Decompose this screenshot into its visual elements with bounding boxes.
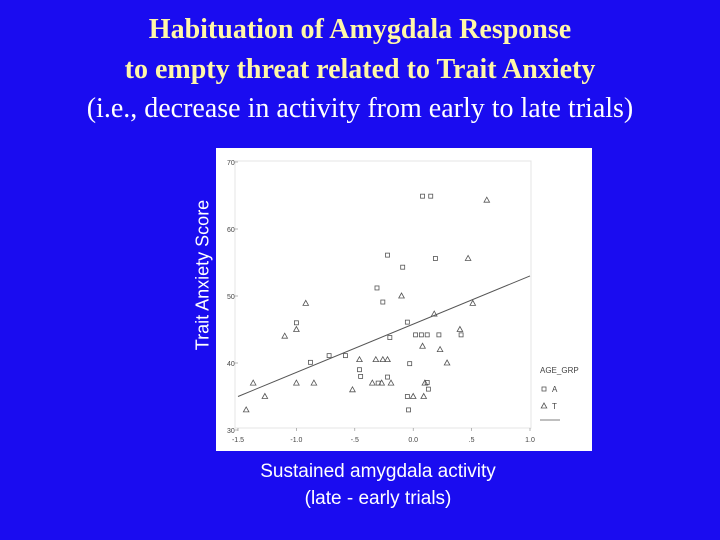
point-t — [249, 379, 257, 386]
point-t — [436, 345, 444, 353]
point-t — [379, 355, 387, 363]
point-t — [464, 254, 472, 261]
legend-title: AGE_GRP — [540, 366, 579, 375]
point-t — [292, 379, 300, 386]
point-a — [374, 285, 380, 291]
point-a — [418, 332, 424, 338]
point-t — [456, 325, 464, 332]
y-tick-label: 30 — [227, 428, 235, 435]
x-tick-label: -1.0 — [290, 437, 302, 444]
scatter-chart: 30 40 50 60 70 -1.5 -1.0 -.5 0.0 .5 1.0 AGE_GRP AT — [227, 160, 579, 444]
point-a — [406, 407, 411, 413]
point-t — [378, 379, 386, 386]
point-a — [428, 193, 434, 199]
point-t — [469, 299, 477, 306]
point-t — [372, 355, 380, 363]
y-axis-label: Trait Anxiety Score — [192, 199, 213, 351]
point-a — [385, 374, 390, 380]
point-t — [419, 342, 427, 349]
point-a — [407, 361, 413, 367]
point-t — [409, 392, 417, 399]
point-t — [430, 310, 438, 317]
fit-line — [237, 275, 531, 397]
point-a — [404, 319, 410, 325]
point-a — [432, 256, 438, 261]
point-a — [357, 367, 362, 373]
legend-entry: T — [552, 402, 557, 411]
point-a — [385, 252, 390, 258]
x-tick-label: .5 — [469, 437, 475, 444]
plot-area — [234, 160, 532, 429]
slide-subtitle: (i.e., decrease in activity from early t… — [86, 93, 634, 124]
point-a — [294, 320, 299, 326]
legend-entry: A — [552, 385, 558, 394]
x-tick-label: -.5 — [351, 437, 359, 444]
point-a — [420, 193, 425, 199]
y-tick-label: 40 — [227, 361, 235, 368]
point-a — [404, 394, 410, 399]
point-t — [421, 379, 429, 386]
point-t — [281, 332, 289, 339]
point-a — [400, 264, 406, 270]
legend-marker — [540, 402, 548, 409]
point-t — [368, 379, 376, 386]
point-t — [420, 392, 428, 399]
point-t — [443, 359, 451, 366]
point-t — [387, 379, 395, 386]
slide-title-line-1: Habituation of Amygdala Response — [148, 14, 572, 45]
y-tick-label: 50 — [227, 294, 235, 301]
x-tick-label: 1.0 — [525, 437, 535, 444]
point-a — [326, 353, 332, 359]
x-tick-label: 0.0 — [408, 437, 418, 444]
y-tick-label: 60 — [227, 227, 235, 234]
point-a — [424, 332, 430, 338]
plot-panel: 30 40 50 60 70 -1.5 -1.0 -.5 0.0 .5 1.0 AGE_GRP A T — [216, 148, 592, 451]
point-t — [292, 325, 300, 332]
x-axis-label-line-2: (late - early trials) — [304, 488, 452, 509]
legend-marker — [541, 386, 547, 392]
point-t — [398, 292, 406, 299]
y-tick-label: 70 — [227, 160, 235, 167]
point-a — [425, 386, 431, 392]
point-a — [458, 332, 464, 338]
point-t — [261, 392, 269, 399]
point-a — [387, 335, 393, 340]
point-t — [242, 406, 250, 413]
point-t — [483, 196, 491, 203]
x-tick-label: -1.5 — [232, 437, 244, 444]
point-a — [358, 373, 364, 379]
point-a — [436, 332, 442, 338]
point-a — [413, 332, 418, 338]
point-a — [308, 359, 313, 365]
point-t — [384, 355, 391, 363]
point-a — [343, 353, 348, 359]
slide-title-line-2: to empty threat related to Trait Anxiety — [124, 54, 596, 85]
point-t — [302, 299, 310, 306]
point-t — [355, 355, 363, 363]
point-a — [380, 299, 386, 305]
point-t — [348, 385, 356, 393]
point-t — [310, 379, 318, 386]
x-axis-label-line-1: Sustained amygdala activity — [260, 461, 496, 482]
